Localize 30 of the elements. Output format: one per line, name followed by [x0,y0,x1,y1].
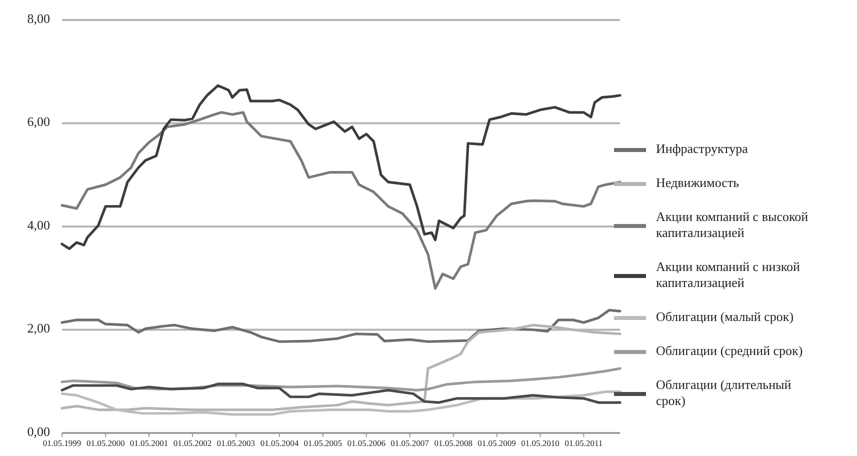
x-tick-label: 01.05.2000 [86,438,125,448]
y-tick-label: 0,00 [27,424,50,439]
legend-label: Инфраструктура [656,140,748,156]
x-tick-label: 01.05.2004 [260,438,300,448]
legend-label: Акции компаний с низкой капитализацией [656,258,800,290]
legend-label: Облигации (средний срок) [656,342,803,358]
x-tick-label: 01.05.1999 [42,438,82,448]
x-tick-label: 01.05.2011 [564,438,603,448]
legend-label: Облигации (малый срок) [656,308,794,324]
legend-label: Акции компаний с высокой капитализацией [656,208,808,240]
legend-label: Недвижимость [656,174,740,190]
line-series [60,308,622,343]
x-tick-label: 01.05.2007 [390,438,429,448]
y-tick-label: 4,00 [27,217,50,232]
x-tick-label: 01.05.2002 [173,438,212,448]
x-tick-label: 01.05.2003 [216,438,256,448]
x-tick-label: 01.05.2009 [478,438,516,448]
x-tick-label: 01.05.2008 [434,438,472,448]
line-series [60,324,622,412]
y-tick-label: 2,00 [27,320,50,336]
line-series [60,111,622,290]
x-tick-label: 01.05.2001 [130,438,168,448]
x-tick-label: 01.05.2010 [521,438,560,448]
x-tick-label: 01.05.2006 [347,438,386,448]
x-tick-label: 01.05.2005 [304,438,342,448]
y-tick-label: 8,00 [27,10,50,26]
line-series [60,382,622,404]
line-series [60,84,622,250]
y-tick-label: 6,00 [27,114,50,130]
legend-label: Облигации (длительный срок) [656,376,792,408]
